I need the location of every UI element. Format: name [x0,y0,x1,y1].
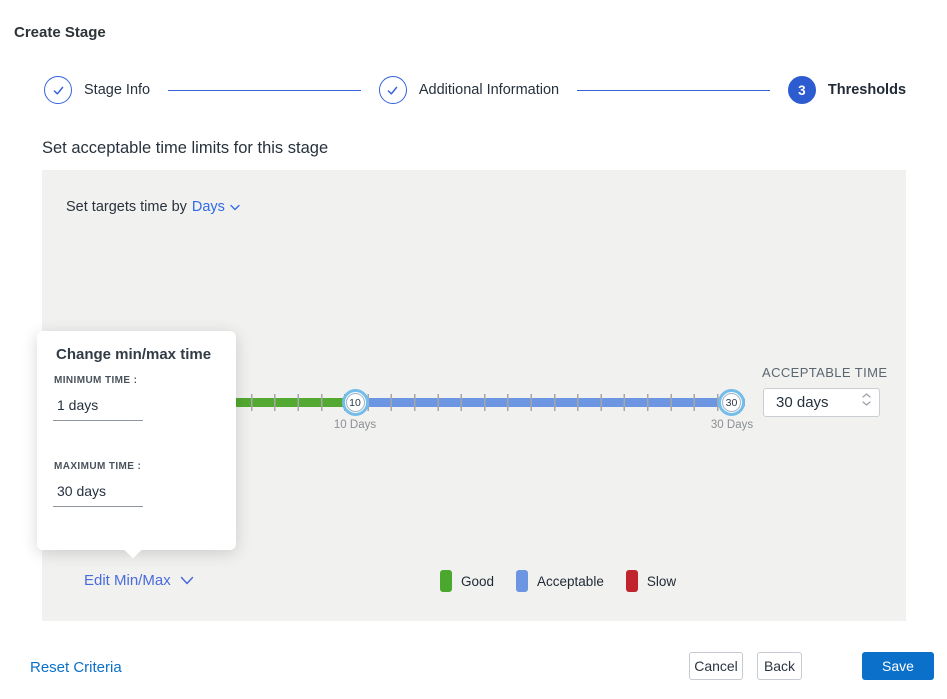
step-1-check-circle [44,76,72,104]
acceptable-time-input[interactable] [764,389,879,416]
stepper-connector [168,89,361,91]
cancel-button[interactable]: Cancel [689,652,743,680]
acceptable-time-label: ACCEPTABLE TIME [762,365,888,380]
chevron-down-icon[interactable] [862,401,871,406]
set-targets-row: Set targets time by Days [66,199,240,215]
slider-min-label: 10 Days [333,419,377,431]
chevron-up-icon[interactable] [862,393,871,398]
step-thresholds[interactable]: 3 Thresholds [787,76,907,104]
step-2-label: Additional Information [418,82,560,98]
legend-item-acceptable: Acceptable [516,570,604,592]
legend-label-good: Good [461,573,495,589]
legend-swatch-acceptable [516,570,529,592]
step-stage-info[interactable]: Stage Info [44,76,150,104]
maximum-time-input[interactable] [53,483,143,507]
change-minmax-popover: Change min/max time MINIMUM TIME : MAXIM… [37,331,236,559]
minimum-time-label: MINIMUM TIME : [54,375,138,386]
time-unit-dropdown[interactable]: Days [192,199,240,215]
legend-label-slow: Slow [646,573,677,589]
chevron-down-icon [230,204,240,210]
reset-criteria-link[interactable]: Reset Criteria [30,659,122,676]
step-1-label: Stage Info [84,82,151,98]
threshold-legend: Good Acceptable Slow [440,570,676,592]
minimum-time-input[interactable] [53,397,143,421]
maximum-time-label: MAXIMUM TIME : [54,461,142,472]
step-additional-information[interactable]: Additional Information [378,76,560,104]
check-icon [53,86,63,95]
legend-item-slow: Slow [625,570,677,592]
slider-min-handle[interactable]: 10 [341,389,369,416]
slider-max-handle-value: 30 [722,393,741,412]
legend-swatch-good [440,570,452,592]
page-title: Create Stage [14,24,106,41]
slider-max-label: 30 Days [710,419,754,431]
time-unit-value: Days [191,199,225,215]
step-2-check-circle [378,76,407,104]
stepper: Stage Info Additional Information 3 Thre… [44,76,906,104]
step-3-number-circle: 3 [787,76,816,104]
edit-minmax-button[interactable]: Edit Min/Max [84,572,194,589]
legend-swatch-slow [625,570,638,592]
set-targets-label: Set targets time by [66,199,187,215]
edit-minmax-label: Edit Min/Max [84,572,171,589]
chevron-down-icon [180,576,193,585]
legend-item-good: Good [440,570,494,592]
section-heading: Set acceptable time limits for this stag… [42,139,329,157]
stepper-connector [577,89,770,91]
acceptable-time-stepper[interactable] [862,393,871,406]
check-icon [388,86,398,95]
save-button[interactable]: Save [862,652,934,680]
slider-min-handle-value: 10 [345,393,365,412]
back-button[interactable]: Back [757,652,802,680]
slider-max-handle[interactable]: 30 [718,389,745,416]
legend-label-acceptable: Acceptable [537,573,604,589]
step-3-label: Thresholds [827,82,907,98]
popover-title: Change min/max time [56,346,212,363]
acceptable-time-field [763,388,880,417]
